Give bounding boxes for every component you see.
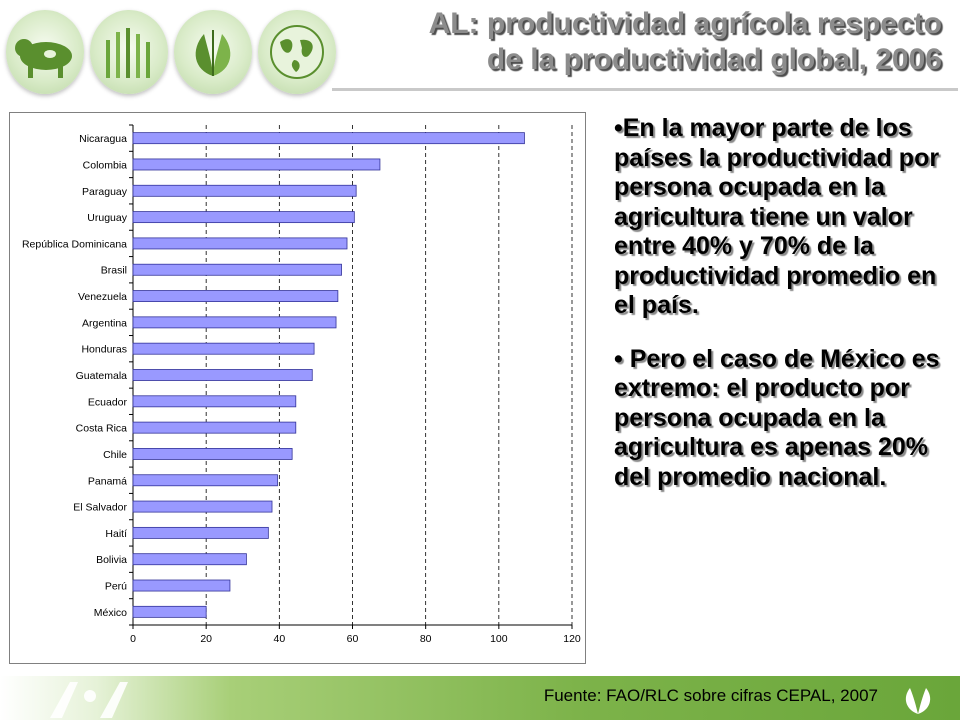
bar: [132, 184, 357, 197]
header-icons: [6, 6, 336, 98]
category-label: República Dominicana: [22, 238, 127, 250]
bar: [132, 316, 337, 329]
title-line-1: AL: productividad agrícola respecto: [428, 7, 942, 40]
bar: [132, 553, 247, 566]
bar: [132, 526, 269, 539]
title-underline: [332, 88, 958, 91]
bar: [132, 263, 342, 276]
bar: [132, 369, 313, 381]
category-label: Panamá: [88, 475, 127, 487]
x-tick-label: 0: [130, 633, 136, 645]
bar: [132, 448, 293, 460]
leaves-icon: [174, 10, 252, 94]
page-title: AL: productividad agrícola respecto de l…: [342, 6, 942, 78]
bar: [132, 579, 231, 592]
category-label: México: [94, 607, 127, 619]
footer-sprout-icon: [905, 688, 931, 714]
bar: [132, 421, 297, 434]
title-line-2: de la productividad global, 2006: [486, 43, 942, 76]
crops-icon: [90, 10, 168, 94]
bar: [132, 395, 297, 408]
footer-bar: Fuente: FAO/RLC sobre cifras CEPAL, 2007: [0, 676, 960, 720]
category-label: Venezuela: [78, 291, 127, 303]
category-label: Nicaragua: [79, 133, 127, 145]
category-label: Chile: [103, 449, 127, 461]
category-label: Brasil: [101, 265, 127, 277]
bar-chart-svg: Nicaragua Colombia Paraguay Uruguay Repúblic…: [22, 124, 581, 645]
x-tick-label: 60: [347, 633, 359, 645]
cow-icon: [6, 10, 84, 94]
category-label: Costa Rica: [76, 423, 128, 435]
category-label: Perú: [105, 581, 127, 593]
category-label: Argentina: [82, 317, 127, 329]
bar-chart: Nicaragua Colombia Paraguay Uruguay Repúblic…: [9, 112, 586, 664]
x-tick-label: 80: [420, 633, 432, 645]
bar: [132, 605, 207, 618]
category-label: Uruguay: [87, 212, 127, 224]
slide-header: AL: productividad agrícola respecto de l…: [0, 0, 960, 100]
category-label: Haití: [105, 528, 127, 540]
source-citation: Fuente: FAO/RLC sobre cifras CEPAL, 2007: [543, 686, 878, 705]
footer-leaf-logo-icon: [50, 682, 128, 718]
globe-icon: [258, 10, 336, 94]
category-label: Colombia: [83, 159, 128, 171]
bullet-point-1: •En la mayor parte de los países la prod…: [614, 114, 940, 319]
x-tick-label: 120: [563, 633, 581, 645]
category-label: Honduras: [81, 344, 127, 356]
x-tick-label: 100: [490, 633, 508, 645]
bar: [132, 474, 278, 487]
bar: [132, 290, 339, 302]
category-label: El Salvador: [73, 502, 127, 514]
bar: [132, 237, 348, 250]
bar: [132, 211, 355, 224]
bar: [132, 500, 273, 513]
bullet-point-2: • Pero el caso de México es extremo: el …: [614, 344, 940, 491]
x-tick-label: 20: [200, 633, 212, 645]
category-label: Bolivia: [96, 554, 127, 566]
category-label: Paraguay: [82, 186, 128, 198]
bar: [132, 342, 315, 355]
bullet-list: •En la mayor parte de los países la prod…: [614, 114, 940, 516]
bar: [132, 158, 381, 171]
category-label: Ecuador: [88, 396, 128, 408]
bar: [132, 132, 525, 145]
x-tick-label: 40: [273, 633, 285, 645]
category-label: Guatemala: [76, 370, 128, 382]
